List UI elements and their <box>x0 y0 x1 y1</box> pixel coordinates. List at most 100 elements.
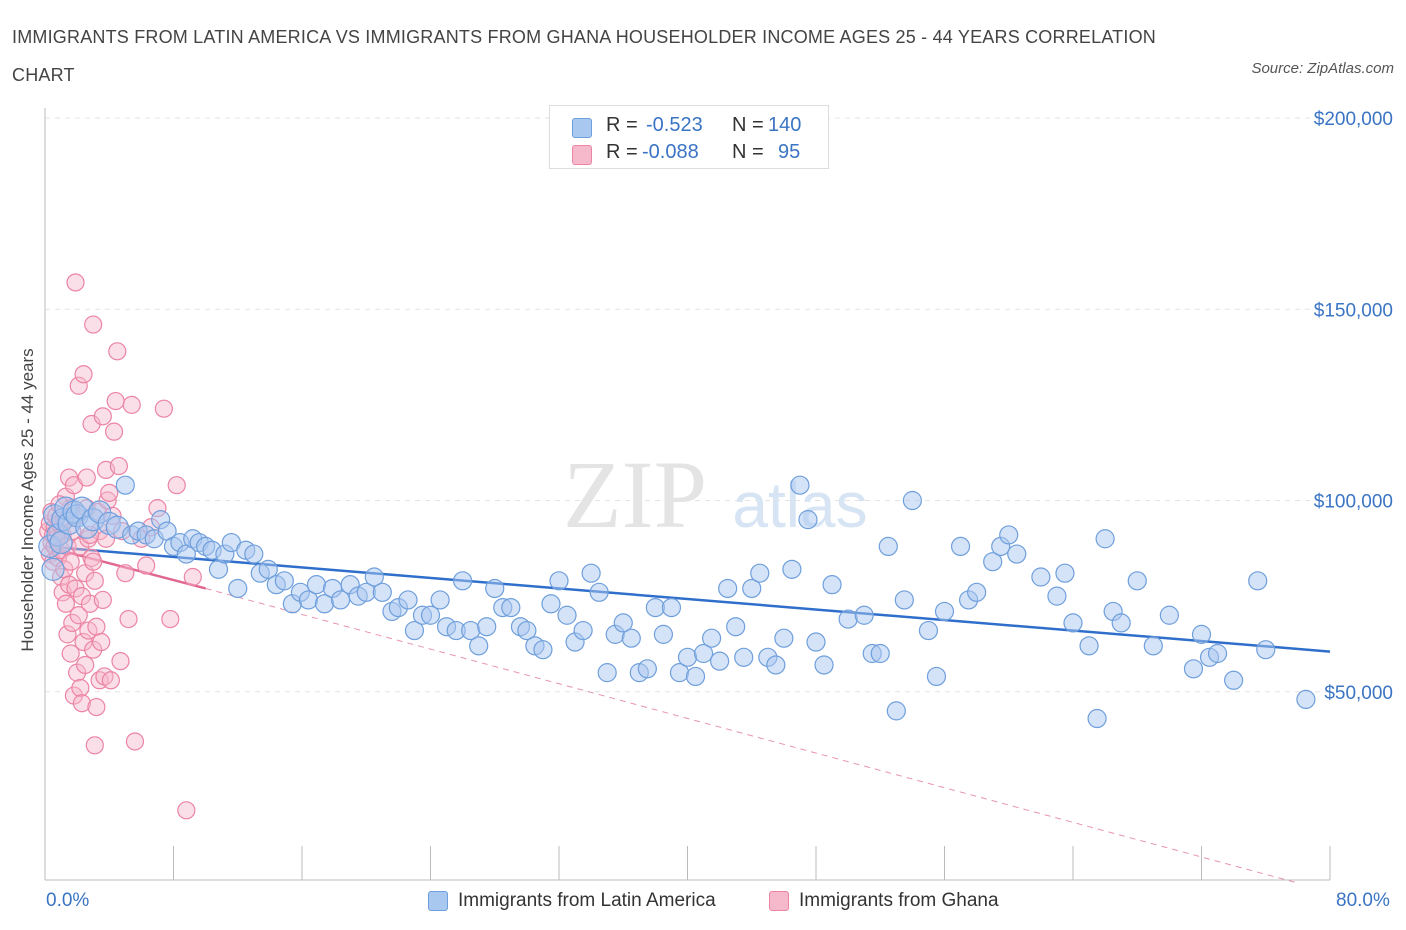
data-point-latin-america <box>274 571 294 591</box>
bottom-legend-swatch-pink <box>769 891 789 911</box>
data-point-latin-america <box>1183 659 1204 679</box>
data-point-latin-america <box>1087 708 1107 729</box>
data-point-latin-america <box>1031 567 1051 587</box>
data-point-ghana <box>154 399 173 418</box>
data-point-latin-america <box>742 578 762 599</box>
chart-title: IMMIGRANTS FROM LATIN AMERICA VS IMMIGRA… <box>12 27 1156 85</box>
data-point-ghana <box>122 395 141 414</box>
data-point-ghana <box>100 483 119 502</box>
bottom-legend-label: Immigrants from Ghana <box>799 890 999 911</box>
data-point-ghana <box>104 422 124 441</box>
data-point-ghana <box>61 552 80 571</box>
y-tick-label: $100,000 <box>1314 492 1393 513</box>
data-point-latin-america <box>1095 529 1115 549</box>
data-point-latin-america <box>1191 624 1212 644</box>
data-point-latin-america <box>774 628 794 648</box>
data-point-ghana <box>61 644 80 663</box>
data-point-latin-america <box>501 597 521 618</box>
bottom-legend-label: Immigrants from Latin America <box>458 890 716 911</box>
data-point-latin-america <box>661 597 682 618</box>
data-point-latin-america <box>453 571 473 591</box>
data-point-latin-america <box>573 620 593 641</box>
data-point-latin-america <box>926 666 947 687</box>
source-credit: Source: ZipAtlas.com <box>1251 60 1394 77</box>
data-point-ghana <box>101 671 120 690</box>
data-point-latin-america <box>934 601 955 622</box>
legend-r-label: R = <box>606 141 638 163</box>
series-latin-america-points <box>38 475 1316 729</box>
data-point-latin-america <box>886 701 906 721</box>
watermark-zip: ZIP <box>563 441 707 548</box>
data-point-ghana <box>66 273 85 292</box>
legend-n-label: N = <box>732 141 764 163</box>
data-point-latin-america <box>1207 643 1228 664</box>
data-point-latin-america <box>701 628 722 648</box>
y-tick-label: $150,000 <box>1314 300 1393 321</box>
data-point-latin-america <box>115 475 135 495</box>
data-point-latin-america <box>967 582 987 602</box>
data-point-latin-america <box>306 575 327 595</box>
data-point-latin-america <box>902 490 922 511</box>
data-point-latin-america <box>1063 613 1083 633</box>
data-point-ghana <box>137 556 156 575</box>
data-point-latin-america <box>950 536 971 557</box>
data-point-latin-america <box>398 590 418 610</box>
legend-n-label: N = <box>732 114 764 136</box>
data-point-latin-america <box>1127 571 1147 591</box>
data-point-ghana <box>84 315 103 334</box>
data-point-ghana <box>74 632 93 652</box>
x-tick-label-max: 80.0% <box>1336 890 1390 911</box>
data-point-latin-america <box>854 605 874 625</box>
data-point-latin-america <box>782 559 802 579</box>
y-tick-label: $50,000 <box>1324 683 1393 704</box>
data-point-ghana <box>77 468 96 487</box>
data-point-latin-america <box>1047 586 1067 606</box>
data-point-ghana <box>87 617 106 636</box>
data-point-latin-america <box>870 643 890 664</box>
data-point-latin-america <box>597 663 617 683</box>
data-point-ghana <box>111 652 130 671</box>
data-point-latin-america <box>693 643 714 664</box>
data-point-latin-america <box>581 563 601 583</box>
data-point-latin-america <box>469 636 489 656</box>
data-point-latin-america <box>477 617 497 637</box>
data-point-ghana <box>85 736 104 755</box>
legend-n-value: 140 <box>768 114 802 136</box>
data-point-ghana <box>109 456 128 476</box>
data-point-latin-america <box>1079 636 1099 656</box>
data-point-latin-america <box>621 628 641 648</box>
correlation-legend: R = -0.523 N = 140 R = -0.088 N = 95 <box>549 105 829 169</box>
data-point-latin-america <box>983 552 1003 572</box>
zipatlas-watermark: ZIP atlas <box>563 441 868 548</box>
axes <box>44 108 1331 881</box>
data-point-latin-america <box>814 655 834 675</box>
data-point-ghana <box>84 552 103 571</box>
data-point-latin-america <box>790 475 810 495</box>
data-point-ghana <box>76 655 95 675</box>
x-tick-label-min: 0.0% <box>46 890 90 911</box>
data-point-ghana <box>93 590 112 610</box>
data-point-latin-america <box>637 659 657 679</box>
grid-lines <box>45 117 1330 693</box>
data-point-latin-america <box>533 640 553 660</box>
data-point-latin-america <box>894 590 914 610</box>
data-point-latin-america <box>1143 636 1163 656</box>
data-point-latin-america <box>653 624 674 644</box>
data-point-ghana <box>58 625 77 644</box>
data-point-latin-america <box>404 620 425 641</box>
data-point-latin-america <box>41 557 65 581</box>
data-point-latin-america <box>710 651 730 671</box>
trend-line-latin-america <box>44 545 1331 653</box>
data-point-ghana <box>69 606 88 625</box>
legend-r-label: R = <box>606 114 638 136</box>
legend-n-value: 95 <box>778 141 801 163</box>
data-point-ghana <box>85 571 104 590</box>
data-point-latin-america <box>838 609 858 629</box>
data-point-latin-america <box>549 571 569 591</box>
data-point-latin-america <box>918 620 939 641</box>
data-point-ghana <box>106 391 125 411</box>
y-tick-label: $200,000 <box>1314 109 1393 130</box>
data-point-latin-america <box>806 632 826 652</box>
data-point-ghana <box>92 632 111 652</box>
y-tick-labels: $50,000 $100,000 $150,000 $200,000 <box>1314 109 1393 704</box>
